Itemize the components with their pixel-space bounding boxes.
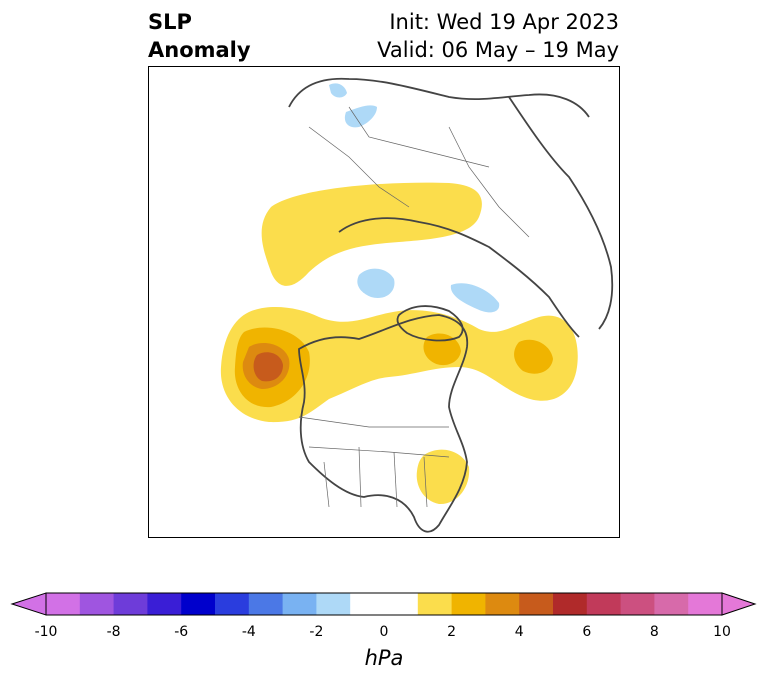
colorbar-cell [181,593,216,615]
anomaly-contour-arctic-negative-1 [357,268,395,298]
map-title: SLP Anomaly [148,8,251,64]
colorbar-tick-label: -2 [309,624,324,640]
colorbar-cell [46,593,81,615]
colorbar-units: hPa [364,646,404,670]
colorbar-cell [485,593,520,615]
colorbar-tick-label: -4 [241,624,256,640]
anomaly-contour-atlantic-2hpa [514,339,553,374]
colorbar-extend-right [721,592,757,616]
colorbar-cell [147,593,182,615]
colorbar-cell [316,593,351,615]
colorbar-cell [688,593,723,615]
colorbar-cell [215,593,250,615]
colorbar-tick-label: 6 [582,624,592,640]
colorbar-cell [248,593,284,615]
colorbar-tick-label: 4 [514,624,524,640]
colorbar-cell [519,593,554,615]
coastline-greenland [396,305,464,342]
anomaly-contour-pacific-4hpa [253,352,283,382]
colorbar-cell [620,593,655,615]
colorbar-cell [553,593,588,615]
colorbar-cell [350,593,385,615]
colorbar-cell [654,593,689,615]
coastline-asia-east [508,96,614,330]
forecast-dates: Init: Wed 19 Apr 2023 Valid: 06 May – 19… [377,8,619,64]
colorbar-tick-label: 8 [649,624,659,640]
colorbar-cell [282,593,317,615]
anomaly-contour-pacific-positive [220,306,578,423]
colorbar-tick-label: 10 [713,624,731,640]
title-line-slp: SLP [148,10,192,34]
colorbar-outline [45,592,723,616]
title-line-anomaly: Anomaly [148,38,251,62]
coastline-eurasia-north [338,217,580,338]
country-borders [298,106,530,508]
anomaly-contour-eurasia-positive [261,182,482,286]
anomaly-contour-europe-negative [344,105,377,128]
init-date: Init: Wed 19 Apr 2023 [389,10,619,34]
coastline-europe [288,77,590,118]
map-canvas [220,77,614,533]
anomaly-contour-arctic-2hpa [423,333,461,366]
coastline-north-america [298,314,469,533]
colorbar-tick-label: -6 [174,624,189,640]
colorbar-cell [586,593,622,615]
colorbar [10,592,757,616]
colorbar-tick-label: -10 [34,624,58,640]
colorbar-cell [384,593,419,615]
colorbar-cell [79,593,115,615]
colorbar-tick-label: -8 [106,624,121,640]
valid-range: Valid: 06 May – 19 May [377,38,619,62]
coastlines [288,77,614,533]
colorbar-cell [417,593,453,615]
colorbar-cell [113,593,148,615]
colorbar-cell [451,593,486,615]
anomaly-contour-eastern-us-positive [416,449,470,505]
anomaly-contour-arctic-negative-2 [450,283,500,313]
colorbar-tick-label: 0 [379,624,389,640]
anomaly-contour-scandinavia-negative [329,83,347,98]
colorbar-tick-label: 2 [447,624,457,640]
colorbar-extend-left [10,592,47,616]
slp-anomaly-map [148,66,620,538]
